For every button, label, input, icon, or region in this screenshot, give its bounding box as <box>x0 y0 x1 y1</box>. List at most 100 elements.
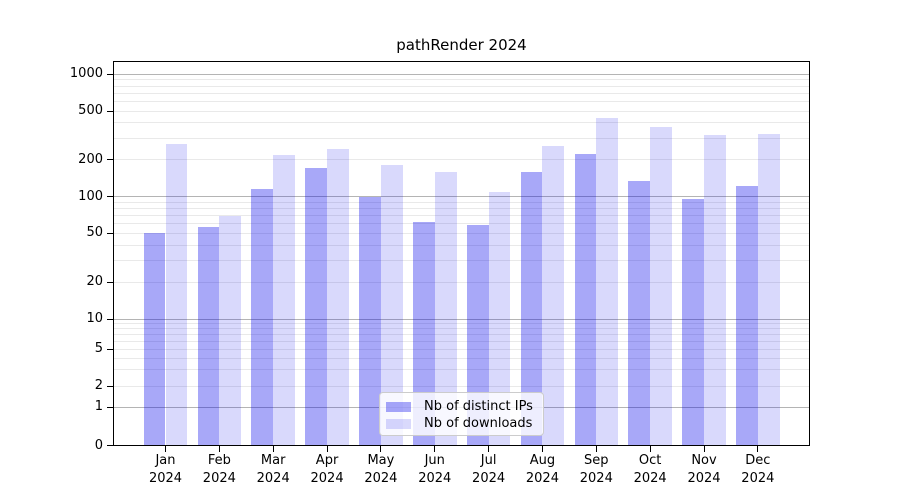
gridline-minor <box>113 357 810 359</box>
gridline-minor <box>113 215 810 217</box>
bar-distinct-ips <box>628 180 651 446</box>
y-tick-label: 1 <box>94 399 103 415</box>
gridline-minor <box>113 340 810 342</box>
legend-item-distinct-ips: Nb of distinct IPs <box>380 398 543 416</box>
y-tick-mark <box>107 196 114 198</box>
bar-distinct-ips <box>305 168 328 446</box>
bar-distinct-ips <box>520 171 543 446</box>
chart-title: pathRender 2024 <box>396 36 527 54</box>
x-tick-mark <box>541 445 543 452</box>
gridline-minor <box>113 79 810 81</box>
bar-downloads <box>327 148 349 446</box>
y-tick-mark <box>107 348 114 350</box>
x-tick-label: Jul 2024 <box>472 453 506 486</box>
gridline-minor <box>113 232 810 234</box>
x-tick-mark <box>595 445 597 452</box>
bar-downloads <box>542 145 565 446</box>
legend-label-downloads: Nb of downloads <box>424 416 533 431</box>
gridline-minor <box>113 328 810 330</box>
y-tick-label: 200 <box>78 151 103 167</box>
x-tick-mark <box>380 445 382 452</box>
gridline-minor <box>113 385 810 387</box>
gridline-major <box>113 73 810 75</box>
y-tick-mark <box>107 445 114 447</box>
bar-downloads <box>650 127 672 446</box>
x-tick-label: Nov 2024 <box>687 453 721 486</box>
x-tick-label: May 2024 <box>364 453 398 486</box>
gridline-minor <box>113 334 810 336</box>
gridline-major <box>113 196 810 198</box>
x-tick-mark <box>434 445 436 452</box>
gridline-minor <box>113 323 810 325</box>
bar-distinct-ips <box>251 189 274 446</box>
gridline-minor <box>113 369 810 371</box>
bar-distinct-ips <box>466 224 489 446</box>
x-tick-mark <box>757 445 759 452</box>
y-tick-label: 0 <box>94 437 103 453</box>
gridline-minor <box>113 281 810 283</box>
x-tick-mark <box>272 445 274 452</box>
gridline-minor <box>113 110 810 112</box>
y-tick-label: 500 <box>78 103 103 119</box>
bar-downloads <box>165 143 188 446</box>
gridline-minor <box>113 137 810 139</box>
y-tick-mark <box>107 281 114 283</box>
x-tick-mark <box>326 445 328 452</box>
bar-distinct-ips <box>197 226 220 446</box>
bar-distinct-ips <box>736 186 758 446</box>
x-tick-label: Jun 2024 <box>418 453 452 486</box>
gridline-minor <box>113 159 810 161</box>
gridline-minor <box>113 85 810 87</box>
x-tick-mark <box>218 445 220 452</box>
x-tick-mark <box>703 445 705 452</box>
gridline-minor <box>113 223 810 225</box>
bar-downloads <box>273 155 295 446</box>
bar-distinct-ips <box>143 233 166 446</box>
gridline-minor <box>113 244 810 246</box>
legend-item-downloads: Nb of downloads <box>380 415 543 433</box>
y-tick-mark <box>107 385 114 387</box>
gridline-minor <box>113 208 810 209</box>
x-tick-label: Mar 2024 <box>256 453 290 486</box>
bar-downloads <box>219 215 242 446</box>
x-tick-label: Apr 2024 <box>310 453 344 486</box>
bar-distinct-ips <box>682 199 704 446</box>
y-tick-label: 100 <box>78 188 103 204</box>
gridline-minor <box>113 201 810 203</box>
y-tick-label: 20 <box>86 274 103 290</box>
bar-downloads <box>757 133 780 446</box>
gridline-minor <box>113 348 810 350</box>
x-tick-mark <box>649 445 651 452</box>
x-tick-mark <box>488 445 490 452</box>
legend-label-distinct-ips: Nb of distinct IPs <box>424 399 533 414</box>
y-tick-label: 10 <box>86 311 103 326</box>
bar-downloads <box>704 134 726 446</box>
bar-distinct-ips <box>359 196 381 446</box>
gridline-minor <box>113 100 810 102</box>
y-tick-mark <box>107 406 114 408</box>
x-tick-label: Feb 2024 <box>202 453 236 486</box>
gridline-major <box>113 318 810 320</box>
legend: Nb of distinct IPs Nb of downloads <box>379 392 544 436</box>
y-tick-mark <box>107 232 114 234</box>
x-tick-mark <box>165 445 166 452</box>
y-tick-mark <box>107 159 114 161</box>
legend-swatch-downloads <box>386 419 411 429</box>
y-tick-label: 1000 <box>69 66 103 82</box>
y-tick-mark <box>107 110 114 112</box>
gridline-minor <box>113 92 810 94</box>
bar-distinct-ips <box>574 153 597 446</box>
y-tick-mark <box>107 73 114 75</box>
bar-distinct-ips <box>412 222 435 446</box>
gridline-minor <box>113 260 810 262</box>
x-tick-label: Aug 2024 <box>525 453 559 486</box>
y-tick-label: 5 <box>94 341 103 357</box>
bar-downloads <box>434 171 457 446</box>
y-tick-label: 50 <box>86 225 103 241</box>
x-tick-label: Sep 2024 <box>579 453 613 486</box>
legend-swatch-distinct-ips <box>386 402 411 412</box>
bar-downloads <box>380 164 403 446</box>
x-tick-label: Jan 2024 <box>148 453 183 486</box>
y-tick-label: 2 <box>94 378 103 393</box>
